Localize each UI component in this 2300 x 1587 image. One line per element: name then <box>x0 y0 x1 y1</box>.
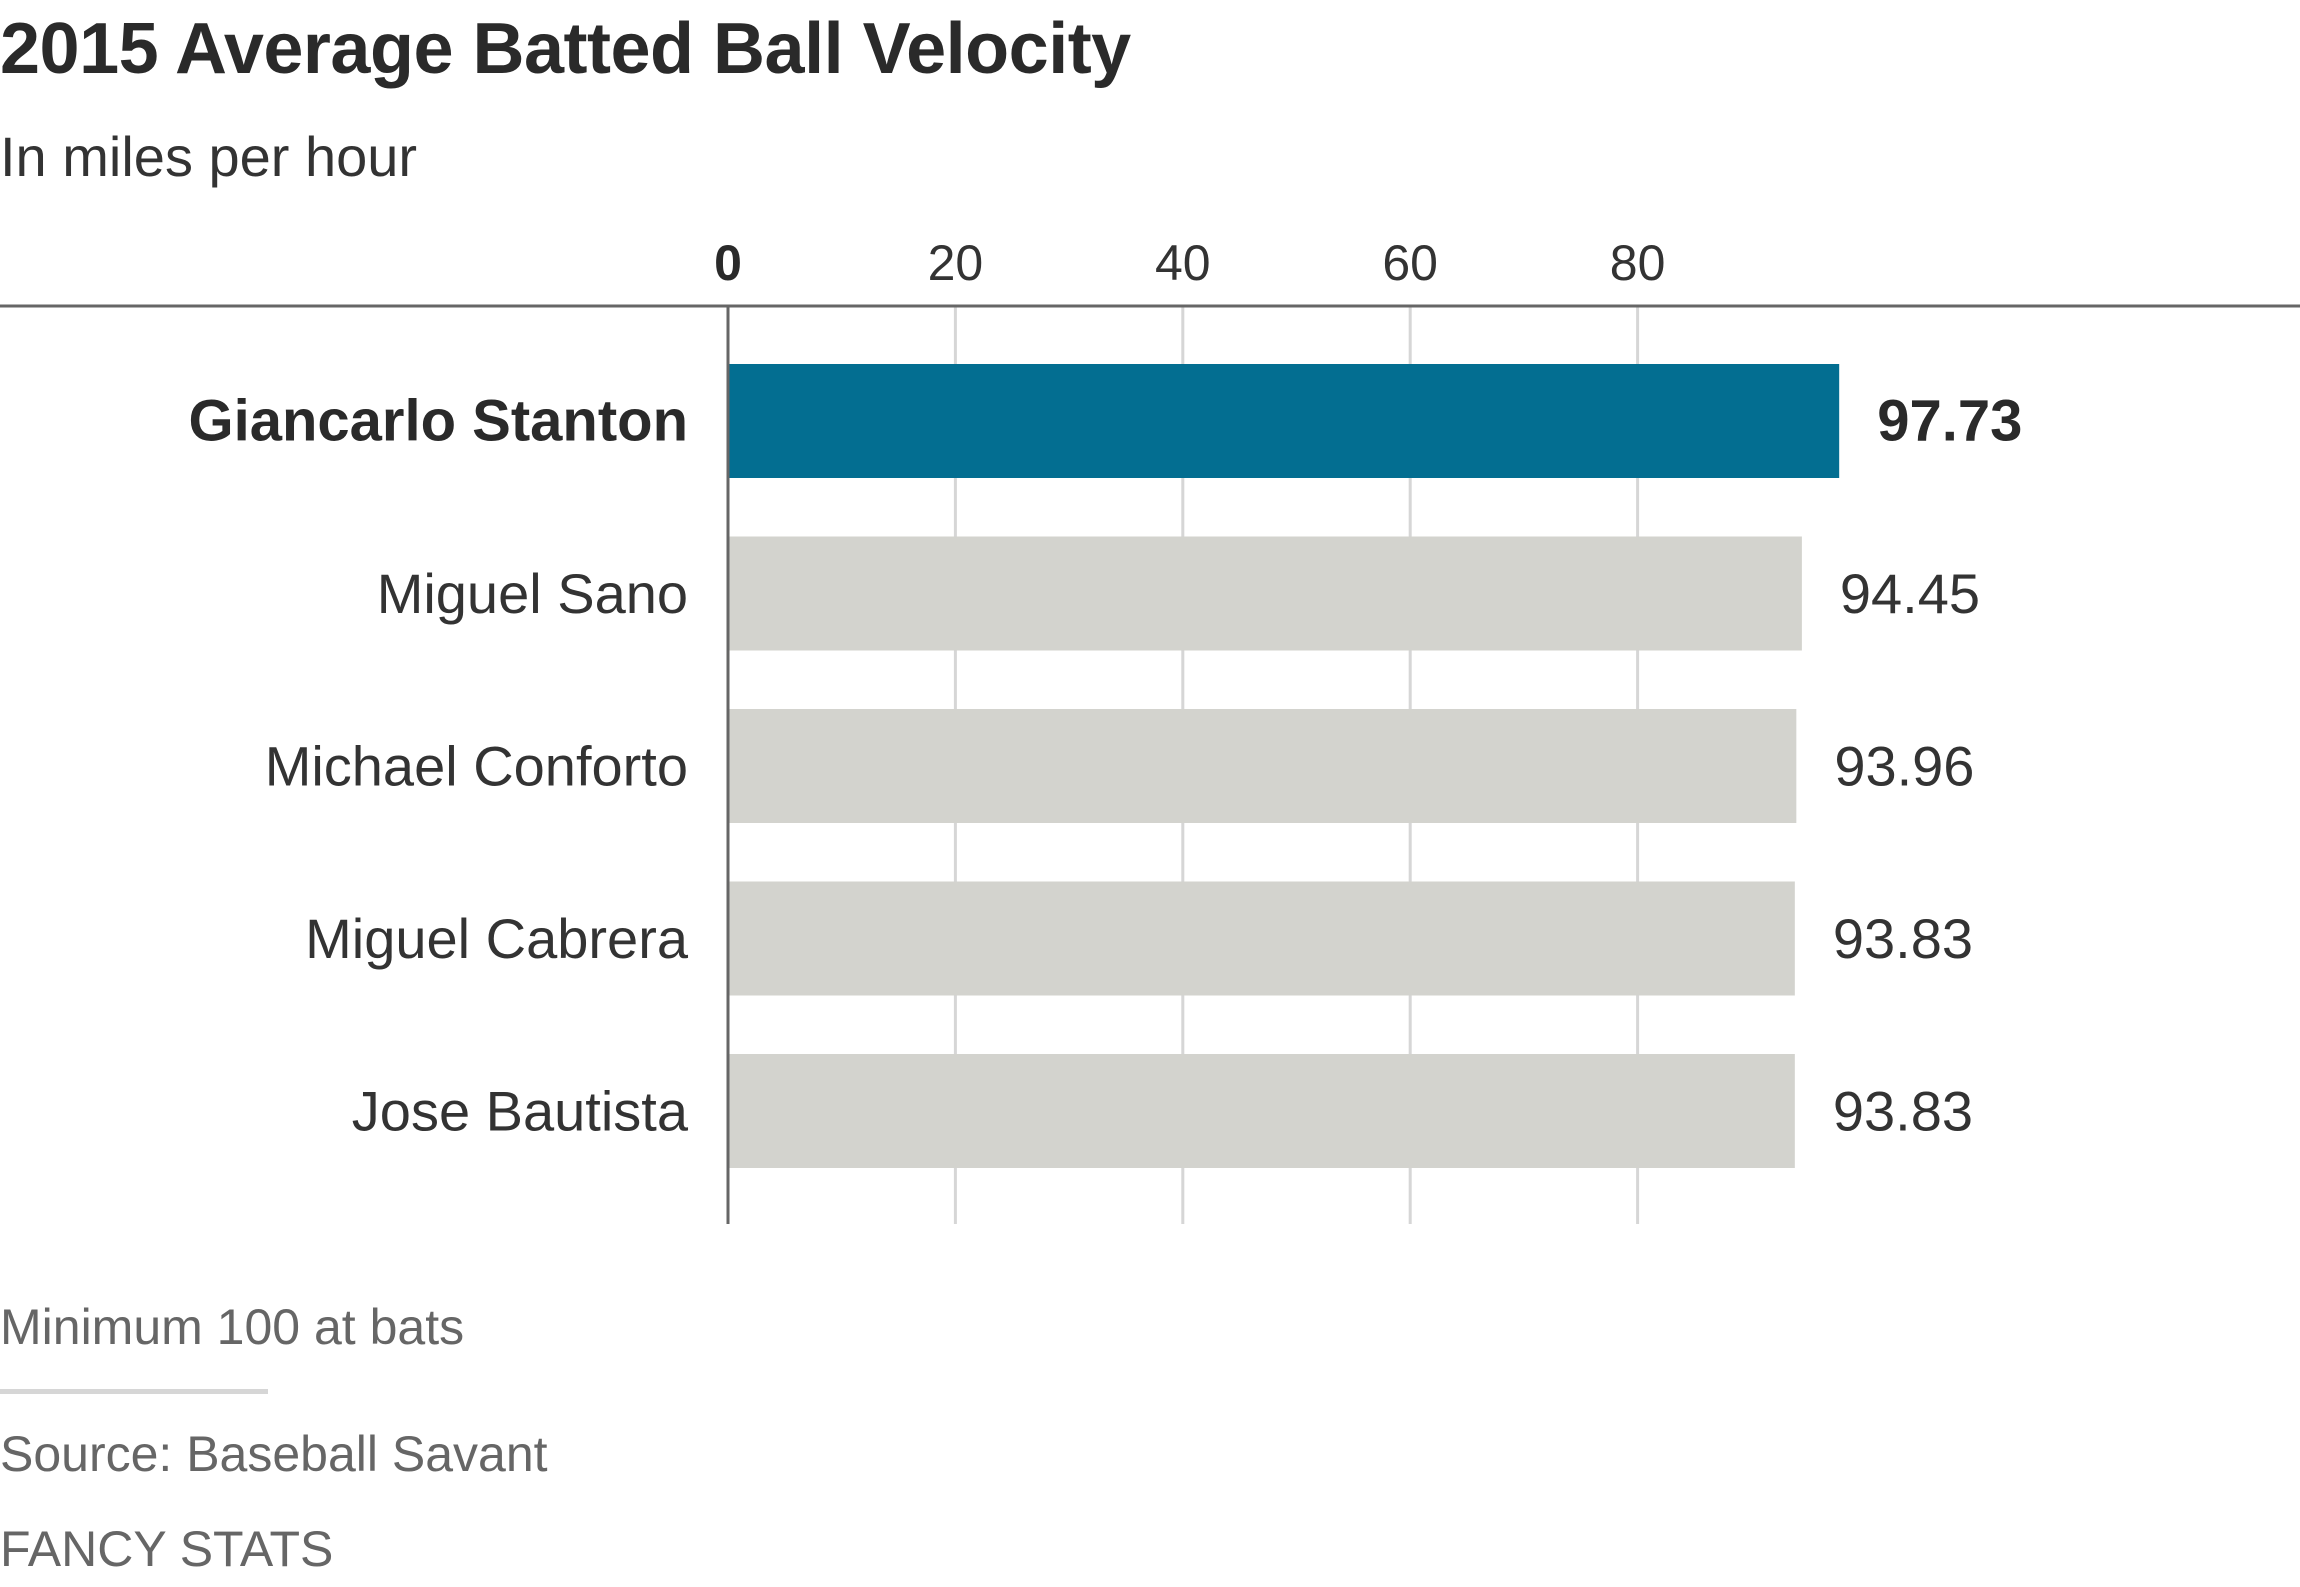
tick-label-20: 20 <box>928 235 984 291</box>
chart-subtitle: In miles per hour <box>0 125 418 188</box>
value-label: 97.73 <box>1877 389 2022 454</box>
value-label: 93.96 <box>1834 735 1974 798</box>
category-label: Miguel Sano <box>377 562 688 625</box>
value-label: 93.83 <box>1833 907 1973 970</box>
tick-label-60: 60 <box>1382 235 1438 291</box>
bar-jose-bautista <box>728 1054 1795 1168</box>
category-label: Michael Conforto <box>265 735 688 798</box>
series-credit: FANCY STATS <box>0 1521 334 1577</box>
bar-giancarlo-stanton <box>728 364 1840 478</box>
category-label: Miguel Cabrera <box>305 907 689 970</box>
category-label: Giancarlo Stanton <box>188 389 688 454</box>
value-labels: 97.73 94.45 93.96 93.83 93.83 <box>1833 389 2022 1143</box>
bar-chart: Giancarlo Stanton Miguel Sano Michael Conf… <box>0 235 2300 1224</box>
footer-divider <box>0 1389 268 1394</box>
tick-label-40: 40 <box>1155 235 1211 291</box>
bar-miguel-cabrera <box>728 881 1795 996</box>
bar-miguel-sano <box>728 536 1802 651</box>
tick-label-0: 0 <box>714 235 742 291</box>
value-label: 93.83 <box>1833 1080 1973 1143</box>
source-credit: Source: Baseball Savant <box>0 1426 548 1482</box>
bars <box>728 364 1840 1168</box>
category-label: Jose Bautista <box>352 1080 689 1143</box>
x-axis-ticks: 0 20 40 60 80 <box>714 235 1665 291</box>
footnote: Minimum 100 at bats <box>0 1299 465 1355</box>
tick-label-80: 80 <box>1610 235 1666 291</box>
category-labels: Giancarlo Stanton Miguel Sano Michael Conf… <box>188 389 688 1143</box>
axes <box>0 304 2300 1224</box>
chart-title: 2015 Average Batted Ball Velocity <box>0 9 1131 89</box>
value-label: 94.45 <box>1840 562 1980 625</box>
bar-michael-conforto <box>728 709 1797 823</box>
